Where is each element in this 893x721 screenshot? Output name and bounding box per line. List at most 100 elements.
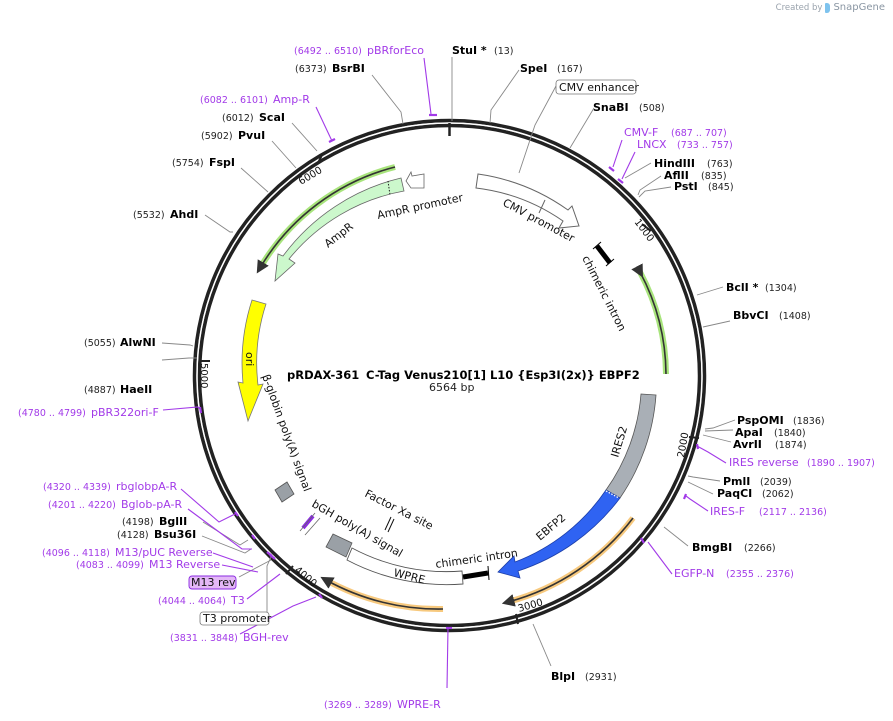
svg-text:(3269 .. 3289): (3269 .. 3289) — [324, 700, 392, 711]
primer-pbr322ori-f[interactable]: (4780 .. 4799) pBR322ori-F — [18, 406, 159, 419]
orf-orange-left[interactable] — [320, 576, 444, 613]
primer-amp-r[interactable]: (6082 .. 6101) Amp-R — [200, 93, 310, 106]
svg-text:(2355 .. 2376): (2355 .. 2376) — [726, 569, 794, 580]
svg-text:PmlI: PmlI — [723, 475, 750, 488]
svg-text:BsrBI: BsrBI — [332, 62, 365, 75]
site-bsu36i[interactable]: (4128) Bsu36I — [117, 528, 196, 541]
primer-wpre-r[interactable]: (3269 .. 3289) WPRE-R — [324, 698, 441, 711]
site-bbvci[interactable]: BbvCI (1408) — [733, 309, 811, 322]
svg-text:FspI: FspI — [209, 156, 235, 169]
site-stui[interactable]: StuI * (13) — [452, 44, 514, 57]
feature-ampr[interactable]: AmpR — [274, 177, 405, 283]
primer-t3[interactable]: (4044 .. 4064) T3 — [158, 594, 245, 607]
site-paqci[interactable]: PaqCI (2062) — [717, 487, 794, 500]
primer-cmv-f[interactable]: CMV-F (687 .. 707) — [624, 126, 727, 139]
svg-text:WPRE-R: WPRE-R — [397, 698, 441, 711]
svg-text:PaqCI: PaqCI — [717, 487, 752, 500]
svg-text:AflII: AflII — [664, 169, 689, 182]
site-bcli[interactable]: BclI * (1304) — [726, 281, 797, 294]
orf-green-right[interactable] — [631, 263, 669, 375]
svg-text:(4201 .. 4220): (4201 .. 4220) — [48, 500, 116, 511]
primer-egfp-n[interactable]: EGFP-N (2355 .. 2376) — [674, 567, 794, 580]
svg-text:AvrII: AvrII — [733, 438, 762, 451]
site-avrii[interactable]: AvrII (1874) — [733, 438, 807, 451]
primer-m13-reverse[interactable]: (4083 .. 4099) M13 Reverse — [76, 558, 220, 571]
svg-text:ApaI: ApaI — [735, 426, 763, 439]
site-spei[interactable]: SpeI (167) — [520, 62, 583, 75]
svg-text:(5055): (5055) — [84, 338, 116, 349]
site-bglii[interactable]: (4198) BglII — [122, 515, 187, 528]
svg-text:(4044 .. 4064): (4044 .. 4064) — [158, 596, 226, 607]
label-t3-promoter[interactable]: T3 promoter — [199, 611, 272, 626]
feature-ebfp2[interactable]: EBFP2 — [497, 489, 621, 579]
primer-pbrforeco[interactable]: (6492 .. 6510) pBRforEco — [294, 44, 424, 57]
svg-text:(5902): (5902) — [201, 131, 233, 142]
svg-text:(835): (835) — [701, 171, 727, 182]
svg-text:CMV-F: CMV-F — [624, 126, 658, 139]
feature-beta-globin-polya-signal[interactable]: β-globin poly(A) signal — [259, 373, 314, 503]
svg-text:(4198): (4198) — [122, 517, 154, 528]
plasmid-name: pRDAX-361 — [287, 368, 359, 382]
svg-text:M13/pUC Reverse: M13/pUC Reverse — [115, 546, 213, 559]
feature-ori[interactable]: ori — [237, 299, 267, 423]
site-psti[interactable]: PstI (845) — [674, 180, 734, 193]
primer-bgh-rev[interactable]: (3831 .. 3848) BGH-rev — [170, 631, 289, 644]
primer-m13-puc-reverse[interactable]: (4096 .. 4118) M13/pUC Reverse — [42, 546, 213, 559]
backbone-ring — [192, 118, 707, 633]
site-pspomi[interactable]: PspOMI (1836) — [737, 414, 825, 427]
site-haeii[interactable]: (4887) HaeII — [84, 383, 152, 396]
svg-text:Bsu36I: Bsu36I — [154, 528, 196, 541]
orf-orange-right[interactable] — [501, 516, 636, 607]
feature-ampr-promoter[interactable]: AmpR promoter — [376, 170, 465, 222]
label-m13-rev[interactable]: M13 rev — [188, 575, 237, 590]
svg-text:IRES-F: IRES-F — [710, 505, 745, 518]
primer-lncx[interactable]: LNCX (733 .. 757) — [637, 138, 733, 151]
svg-text:BGH-rev: BGH-rev — [243, 631, 289, 644]
svg-text:HindIII: HindIII — [654, 157, 695, 170]
site-blpi[interactable]: BlpI (2931) — [551, 670, 617, 683]
svg-text:chimeric intron: chimeric intron — [579, 253, 628, 333]
svg-text:ScaI: ScaI — [259, 111, 285, 124]
feature-factor-xa-site[interactable]: Factor Xa site — [363, 487, 436, 533]
site-alwni[interactable]: (5055) AlwNI — [84, 336, 156, 349]
feature-cmv-promoter[interactable]: CMV promoter — [475, 173, 580, 245]
primer-rbglobpa-r[interactable]: (4320 .. 4339) rbglobpA-R — [43, 480, 177, 493]
feature-ires2[interactable]: IRES2 — [605, 393, 657, 499]
site-apai[interactable]: ApaI (1840) — [735, 426, 806, 439]
svg-text:5000: 5000 — [198, 363, 209, 388]
site-ahdi[interactable]: (5532) AhdI — [133, 208, 198, 221]
svg-text:(167): (167) — [557, 64, 583, 75]
site-pvui[interactable]: (5902) PvuI — [201, 129, 265, 142]
feature-chimeric-intron-upper[interactable]: chimeric intron — [579, 241, 629, 333]
svg-text:ori: ori — [243, 352, 256, 366]
site-scai[interactable]: (6012) ScaI — [222, 111, 285, 124]
primer-bglob-pa-r[interactable]: (4201 .. 4220) Bglob-pA-R — [48, 498, 183, 511]
svg-text:(4083 .. 4099): (4083 .. 4099) — [76, 560, 144, 571]
site-hindiii[interactable]: HindIII (763) — [654, 157, 733, 170]
primer-ires-f[interactable]: IRES-F (2117 .. 2136) — [710, 505, 827, 518]
svg-text:(2931): (2931) — [585, 672, 617, 683]
svg-text:(4780 .. 4799): (4780 .. 4799) — [18, 408, 86, 419]
site-aflii[interactable]: AflII (835) — [664, 169, 727, 182]
site-bmgbi[interactable]: BmgBI (2266) — [692, 541, 776, 554]
watermark-prefix: Created by — [775, 2, 823, 13]
svg-text:T3 promoter: T3 promoter — [202, 612, 272, 625]
svg-text:(5532): (5532) — [133, 210, 165, 221]
orf-green-left[interactable] — [256, 164, 396, 274]
label-cmv-enhancer[interactable]: CMV enhancer — [555, 79, 639, 95]
plasmid-length: 6564 bp — [429, 381, 474, 394]
site-pmli[interactable]: PmlI (2039) — [723, 475, 792, 488]
svg-text:(763): (763) — [707, 159, 733, 170]
site-bsrbi[interactable]: (6373) BsrBI — [295, 62, 365, 75]
svg-text:Amp-R: Amp-R — [273, 93, 310, 106]
svg-text:HaeII: HaeII — [120, 383, 152, 396]
site-leaders — [161, 57, 736, 667]
svg-text:StuI *: StuI * — [452, 44, 487, 57]
site-fspi[interactable]: (5754) FspI — [172, 156, 235, 169]
site-snabi[interactable]: SnaBI (508) — [593, 101, 665, 114]
svg-text:M13 Reverse: M13 Reverse — [149, 558, 220, 571]
primer-ires-reverse[interactable]: IRES reverse (1890 .. 1907) — [729, 456, 875, 469]
svg-text:AhdI: AhdI — [170, 208, 198, 221]
svg-text:β-globin poly(A) signal: β-globin poly(A) signal — [259, 373, 314, 494]
